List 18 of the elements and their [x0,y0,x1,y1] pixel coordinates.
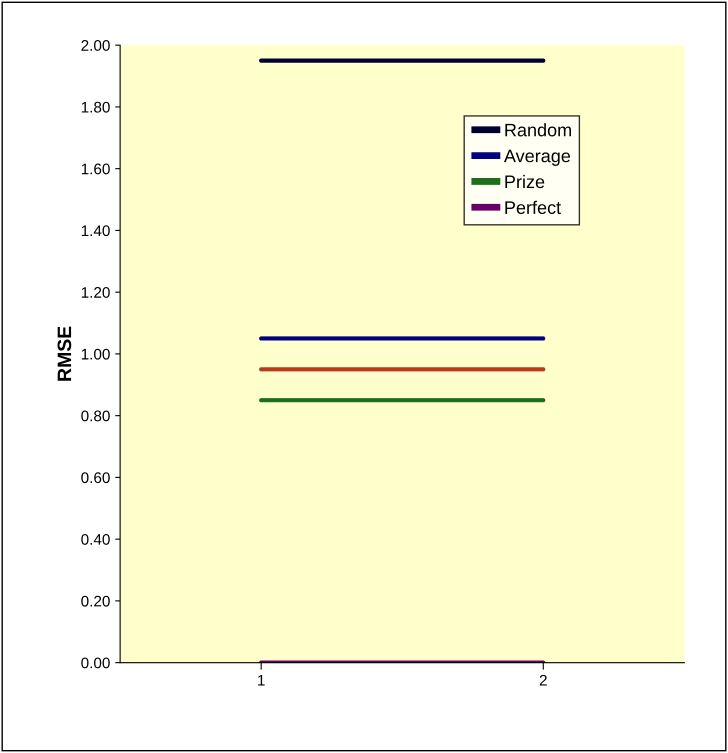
y-tick-label: 0.80 [81,410,110,422]
y-tick-label: 0.20 [81,596,110,607]
y-tick-label: 0.00 [81,658,110,668]
y-tick-label: 1.20 [82,287,110,298]
y-tick-label: 1.80 [82,102,110,113]
legend-label: Perfect [505,200,561,214]
x-tick-label: 2 [540,674,547,686]
y-tick-label: 1.40 [82,225,110,236]
legend-label: Average [504,150,570,166]
y-tick-label: 0.40 [81,534,110,545]
y-axis-title: RMSE [58,326,72,381]
y-tick-label: 1.00 [82,348,110,360]
y-tick-label: 1.60 [82,164,110,174]
legend-label: Prize [505,174,544,188]
y-tick-label: 2.00 [81,40,110,51]
legend-label: Random [505,123,571,136]
x-tick-label: 1 [258,675,265,686]
y-tick-label: 0.60 [81,472,110,484]
